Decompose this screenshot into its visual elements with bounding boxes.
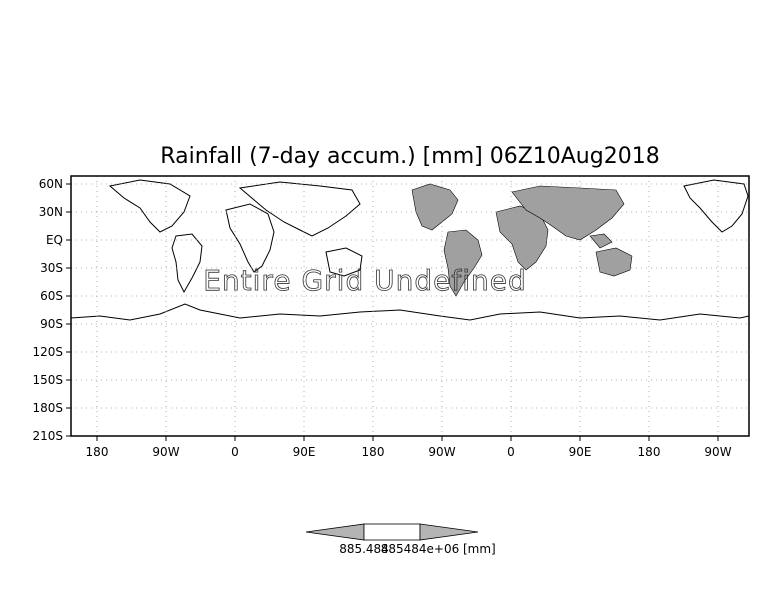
colorbar-left-arrow [305,523,365,541]
x-tick-label: 180 [362,445,385,459]
y-tick-label: 180S [32,401,63,415]
x-tick-label: 90W [704,445,731,459]
y-tick-label: 150S [32,373,63,387]
x-tick-label: 0 [231,445,239,459]
y-tick-label: 30N [39,205,63,219]
y-tick-label: 30S [40,261,63,275]
x-tick-label: 90E [293,445,316,459]
shaded-land [411,183,633,297]
y-tick-label: 60S [40,289,63,303]
x-tick-label: 90E [569,445,592,459]
gridlines [71,176,749,436]
y-tick-label: 210S [32,429,63,443]
colorbar-unit: [mm] [463,542,496,556]
undefined-grid-message: Entire Grid Undefined [203,264,527,297]
x-tick-label: 180 [86,445,109,459]
x-tick-label: 90W [152,445,179,459]
x-axis-labels: 180 90W 0 90E 180 90W 0 90E 180 90W [86,445,732,459]
map-title: Rainfall (7-day accum.) [mm] 06Z10Aug201… [160,144,659,169]
y-axis-labels: 60N 30N EQ 30S 60S 90S 120S 150S 180S 21… [32,177,63,443]
x-tick-label: 90W [428,445,455,459]
y-tick-label: 90S [40,317,63,331]
colorbar: 885.484 885484e+06 [mm] [305,523,496,556]
x-tick-label: 0 [507,445,515,459]
coastlines [70,179,750,321]
tick-marks [66,183,719,441]
colorbar-right-arrow [419,523,479,541]
y-tick-label: EQ [46,233,63,247]
colorbar-left-value: 885.484 [339,542,389,556]
y-tick-label: 120S [32,345,63,359]
colorbar-right-value: 885484e+06 [381,542,460,556]
colorbar-center-box [363,523,421,541]
x-tick-label: 180 [638,445,661,459]
y-tick-label: 60N [39,177,63,191]
plot-frame [66,175,750,441]
